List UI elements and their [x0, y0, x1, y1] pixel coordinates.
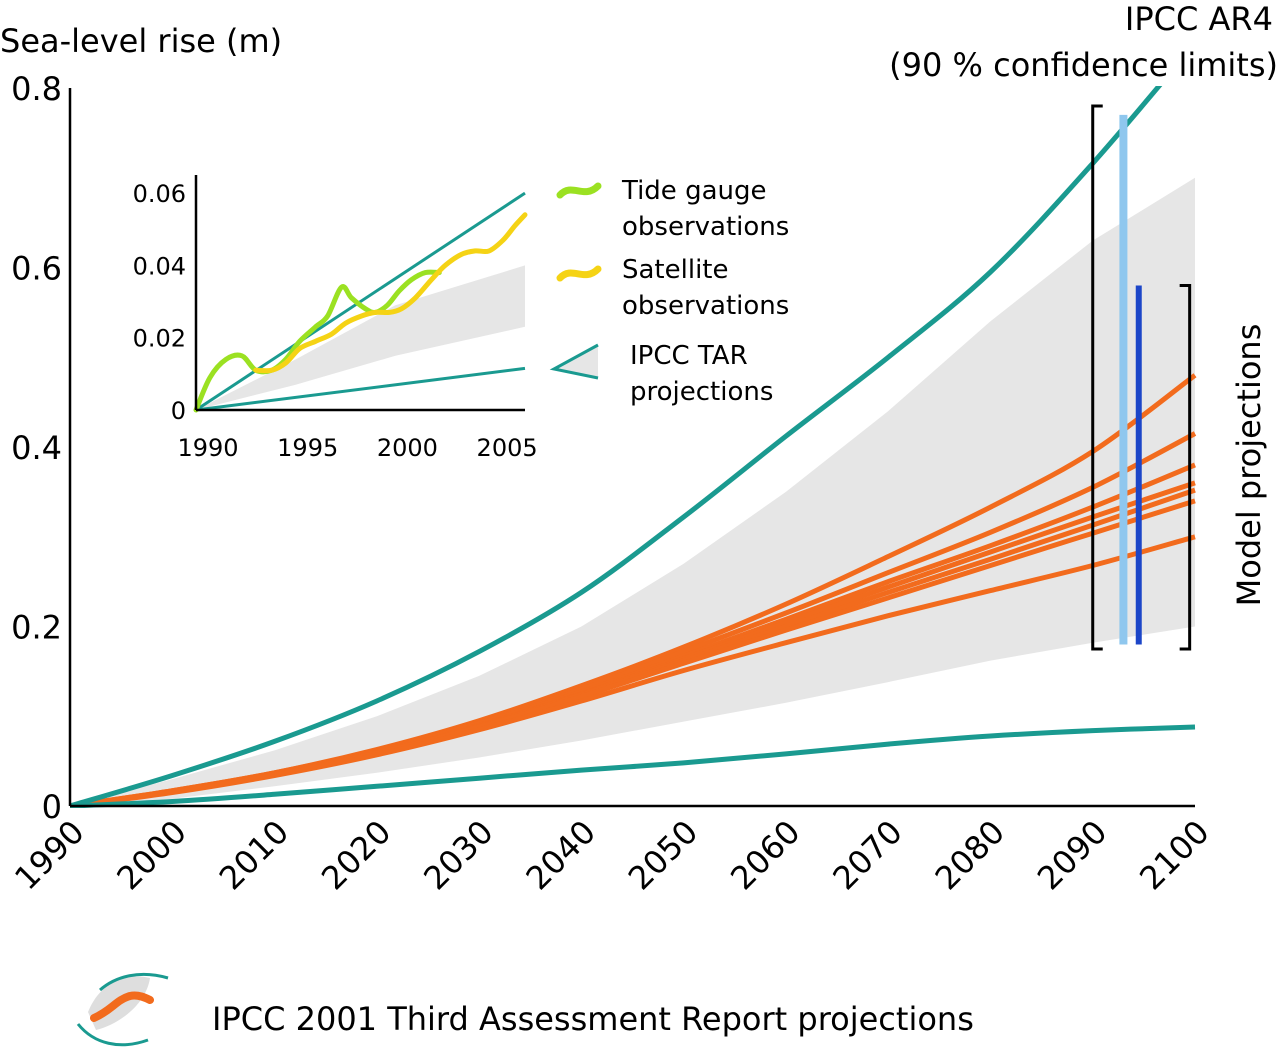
legend-satellite-line-2: observations — [622, 291, 789, 321]
model-projections-label: Model projections — [1230, 324, 1268, 607]
inset-y-tick-label: 0.02 — [133, 325, 186, 353]
legend-tar-line-1: IPCC TAR — [630, 341, 748, 371]
inset-y-tick-label: 0 — [171, 397, 186, 425]
model-projection-line-7 — [70, 534, 1196, 808]
inset-x-tick-label: 1990 — [177, 434, 238, 462]
ar4-bracket — [1091, 104, 1103, 651]
ar4-label-line-2: (90 % confidence limits) — [889, 46, 1278, 84]
satellite-line — [253, 212, 528, 374]
legend-tar-lines-swatch — [549, 343, 599, 380]
inset-x-tick-label: 1995 — [277, 434, 338, 462]
main-x-tick-label: 2070 — [825, 813, 909, 897]
inset-x-tick-label: 2005 — [477, 434, 538, 462]
tar-range-band — [70, 177, 1195, 807]
footer-caption: IPCC 2001 Third Assessment Report projec… — [212, 1000, 974, 1038]
main-x-tick-label: 2080 — [928, 813, 1012, 897]
main-x-tick-label: 2100 — [1132, 813, 1216, 897]
main-y-tick-label: 0.6 — [11, 250, 62, 288]
main-plot-area — [70, 86, 1197, 808]
inset-plot-area — [193, 191, 528, 413]
inset-x-tick-label: 2000 — [377, 434, 438, 462]
main-y-tick-labels: 0 0.2 0.4 0.6 0.8 — [11, 70, 62, 826]
inset-tar-range-band — [196, 265, 525, 410]
legend-tide-gauge-swatch — [556, 182, 602, 199]
legend-satellite-swatch — [556, 265, 602, 282]
main-y-tick-label: 0.4 — [11, 429, 62, 467]
inset-y-tick-label: 0.04 — [133, 252, 186, 280]
main-y-tick-label: 0.2 — [11, 609, 62, 647]
inset-chart: 0 0.02 0.04 0.06 1990 1995 2000 2005 — [133, 175, 538, 462]
main-x-tick-label: 2090 — [1030, 813, 1114, 897]
ar4-label-line-1: IPCC AR4 — [1125, 0, 1273, 38]
legend-tar-line-2: projections — [630, 377, 773, 407]
footer: IPCC 2001 Third Assessment Report projec… — [76, 972, 974, 1047]
legend-tide-gauge-line-2: observations — [622, 212, 789, 242]
inset-tar-upper-line — [195, 191, 526, 412]
inset-x-tick-labels: 1990 1995 2000 2005 — [177, 434, 537, 462]
tar-upper-line — [70, 86, 1163, 808]
tide-gauge-line — [193, 269, 442, 413]
main-x-tick-label: 2030 — [416, 813, 500, 897]
main-x-tick-label: 2050 — [621, 813, 705, 897]
inset-tar-lower-line — [195, 366, 526, 412]
legend: Tide gauge observations Satellite observ… — [549, 176, 789, 407]
main-x-tick-label: 2060 — [723, 813, 807, 897]
ar4-annotation — [1091, 104, 1192, 651]
tar-lower-line — [70, 724, 1196, 808]
legend-satellite-line-1: Satellite — [622, 255, 729, 285]
main-x-tick-label: 2010 — [212, 813, 296, 897]
legend-tide-gauge-line-1: Tide gauge — [621, 176, 767, 206]
main-x-tick-labels: 1990 2000 2010 2020 2030 2040 2050 2060 2070 2080… — [7, 813, 1216, 897]
inset-y-tick-label: 0.06 — [133, 180, 186, 208]
main-x-tick-label: 2040 — [519, 813, 603, 897]
y-axis-title: Sea-level rise (m) — [0, 22, 282, 60]
main-x-tick-label: 2020 — [314, 813, 398, 897]
inset-y-tick-labels: 0 0.02 0.04 0.06 — [133, 180, 186, 425]
ipcc-tar-icon — [76, 972, 169, 1047]
main-x-tick-label: 2000 — [109, 813, 193, 897]
main-y-tick-label: 0 — [42, 788, 62, 826]
model-projections-bracket — [1179, 283, 1192, 651]
main-y-tick-label: 0.8 — [11, 70, 62, 108]
